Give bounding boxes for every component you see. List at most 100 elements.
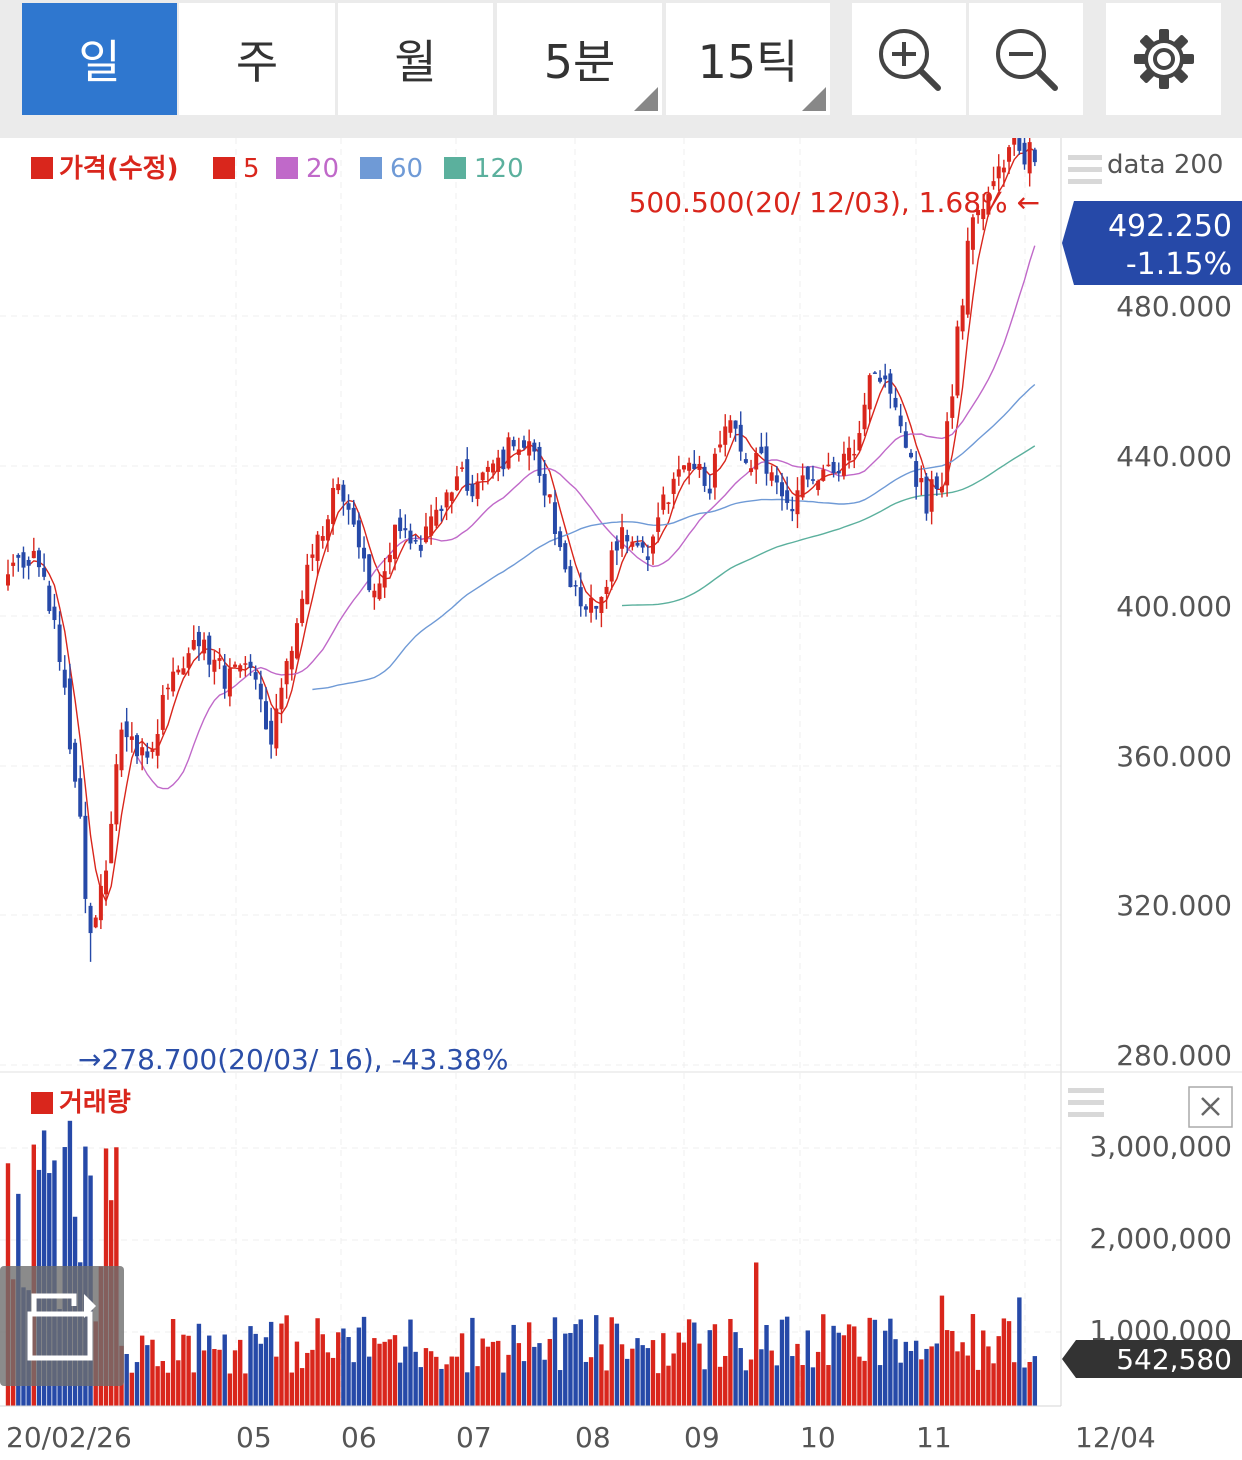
volume-bar [975,1369,981,1406]
volume-bar [336,1332,341,1406]
candle-body [671,478,676,494]
volume-bar [800,1365,805,1406]
volume-bar [145,1345,150,1406]
volume-bar [258,1343,264,1406]
volume-bar [248,1326,253,1406]
volume-bar [666,1365,671,1406]
candle-body [976,209,981,216]
candle-body [434,509,439,526]
candle-body [687,462,692,471]
volume-bar [862,1360,867,1406]
candle-body [666,502,671,504]
volume-bar [201,1350,207,1406]
volume-bar [289,1372,294,1406]
volume-bar [1027,1362,1032,1406]
settings-button[interactable] [1106,3,1221,115]
candle-body [429,516,434,536]
period-15tick-button[interactable]: 15틱 [666,3,830,115]
volume-bar [929,1346,934,1406]
x-axis: 20/02/26 05 06 07 08 09 10 11 12/04 [6,1421,1156,1454]
volume-bar [387,1339,393,1406]
volume-bar [779,1319,785,1406]
volume-bar [723,1355,728,1406]
volume-bar [238,1339,243,1406]
volume-bar [955,1351,960,1406]
volume-bar [712,1324,718,1406]
candle-body [516,449,521,455]
candle-body [769,472,774,481]
zoom-in-button[interactable] [852,3,966,115]
close-volume-panel-button[interactable] [1188,1086,1233,1128]
volume-bar [784,1316,790,1406]
volume-bar [650,1340,656,1406]
volume-bar [857,1356,862,1406]
volume-panel-menu[interactable] [1068,1088,1104,1117]
candle-body [960,305,965,332]
zoom-out-button[interactable] [969,3,1083,115]
volume-bar [449,1356,454,1406]
volume-bar [490,1341,496,1406]
candle-body [485,466,490,472]
volume-bar [939,1295,945,1406]
candle-body [475,481,480,499]
volume-bar [996,1336,1001,1406]
candle-body [284,661,289,685]
volume-bar [372,1338,377,1406]
price-tick-label: 320.000 [1116,889,1232,922]
data-count-menu[interactable]: data 200 [1068,150,1223,184]
volume-bar [903,1341,909,1406]
volume-bar [898,1362,903,1406]
price-tick-label: 360.000 [1116,740,1232,773]
volume-bar [836,1332,841,1406]
candle-body [991,181,996,187]
candle-body [914,461,919,487]
screen-rotate-button[interactable] [0,1266,124,1386]
period-weekly-button[interactable]: 주 [179,3,335,115]
volume-bar [970,1314,976,1406]
volume-bar [377,1343,382,1406]
volume-bar [986,1346,991,1406]
candle-body [702,466,707,486]
volume-bar [501,1372,506,1406]
volume-bar [877,1365,883,1406]
candle-body [264,701,268,730]
stock-chart[interactable]: 가격(수정) 5 20 60 120 data 200 500.500(20/ … [0,138,1242,1460]
volume-bar [743,1370,749,1406]
candle-body [315,534,320,561]
volume-bar [496,1340,501,1406]
volume-bar [965,1355,970,1406]
x-tick-label: 12/04 [1075,1421,1156,1454]
candle-body [888,373,893,394]
dropdown-corner-icon [634,87,658,111]
candle-body [109,823,114,864]
legend-swatch [444,157,466,179]
volume-bar [681,1342,687,1406]
price-tick-label: 440.000 [1116,440,1232,473]
volume-bar [227,1373,233,1406]
candle-body [93,917,98,928]
volume-bar [645,1348,651,1406]
candle-body [898,415,903,427]
volume-bar [196,1323,202,1406]
last-price-change: -1.15% [1126,247,1232,282]
volume-bar [279,1323,284,1406]
candle-body [774,475,779,483]
candle-body [150,748,155,752]
period-5min-button[interactable]: 5분 [497,3,662,115]
candle-body [955,326,960,396]
candle-body [568,566,573,588]
volume-bar [124,1353,129,1406]
volume-bar [129,1372,135,1406]
candle-body [625,535,630,542]
volume-bar [67,1120,73,1406]
volume-bar [274,1356,279,1406]
candle-body [119,729,124,771]
candle-body [537,446,542,476]
candle-body [945,421,950,486]
period-daily-button[interactable]: 일 [22,3,177,115]
volume-bar [950,1330,955,1406]
period-monthly-button[interactable]: 월 [338,3,493,115]
candle-body [135,735,139,757]
candle-body [795,490,800,515]
candle-body [847,447,852,461]
